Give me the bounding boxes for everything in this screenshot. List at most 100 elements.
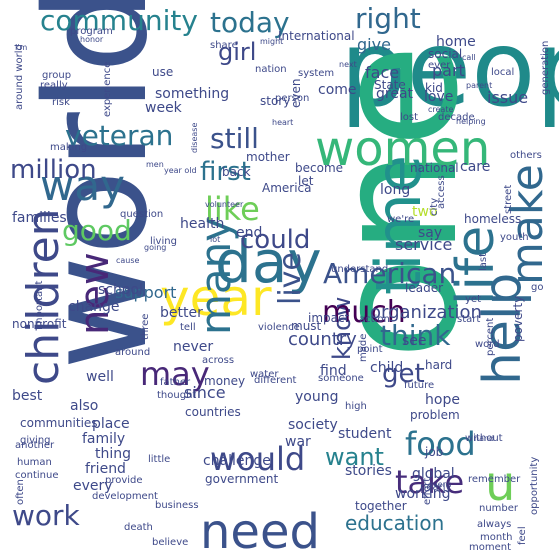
word-week: week bbox=[145, 100, 183, 116]
word-back: back bbox=[222, 165, 251, 179]
word-i-m: I'm bbox=[15, 43, 28, 52]
word-state: State bbox=[374, 78, 406, 92]
word-great: great bbox=[376, 86, 414, 102]
word-create: create bbox=[428, 105, 453, 114]
word-year-old: year old bbox=[164, 166, 197, 175]
word-risk: risk bbox=[52, 97, 70, 108]
word-without: without bbox=[465, 433, 503, 444]
word-leader: leader bbox=[405, 281, 443, 295]
word-live: live bbox=[273, 252, 308, 305]
word-women: women bbox=[315, 121, 490, 177]
word-could: could bbox=[240, 225, 310, 255]
word-street: street bbox=[503, 185, 514, 214]
word-father: father bbox=[160, 377, 191, 388]
word-feel: feel bbox=[517, 526, 528, 545]
word-much: much bbox=[322, 295, 406, 330]
word-high: high bbox=[345, 401, 367, 412]
word-we-re: we're bbox=[387, 214, 414, 225]
word-international: International bbox=[278, 29, 355, 43]
word-best: best bbox=[12, 388, 43, 404]
word-get: get bbox=[382, 359, 425, 389]
word-want: want bbox=[325, 443, 384, 471]
word-number: number bbox=[479, 503, 519, 514]
word-across: across bbox=[202, 355, 234, 366]
word-around-world: around world bbox=[14, 44, 25, 110]
word-let: let bbox=[298, 174, 314, 188]
word-many: many bbox=[191, 217, 240, 335]
word-understand: understand bbox=[331, 264, 388, 275]
word-child: child bbox=[370, 360, 403, 376]
word-nearly: nearly bbox=[420, 482, 452, 493]
word-working: working bbox=[395, 486, 451, 502]
word-way: way bbox=[40, 161, 125, 210]
word-continue: continue bbox=[15, 470, 58, 481]
word-hand: hand bbox=[474, 434, 494, 443]
word-parent: parent bbox=[466, 81, 492, 90]
word-made: made bbox=[358, 334, 369, 362]
word-children: children bbox=[18, 208, 69, 385]
word-three: three bbox=[140, 314, 151, 340]
word-future: future bbox=[404, 380, 434, 391]
word-girl: girl bbox=[218, 38, 256, 66]
word-important: important bbox=[34, 281, 45, 330]
word-would: would bbox=[210, 440, 305, 478]
word-home: home bbox=[436, 34, 476, 50]
word-opportunity: opportunity bbox=[529, 457, 540, 515]
word-nation: nation bbox=[255, 64, 287, 75]
word-mother: mother bbox=[246, 150, 290, 164]
word-death: death bbox=[124, 522, 153, 533]
word-homeless: homeless bbox=[464, 212, 521, 226]
word-ever: ever bbox=[428, 60, 451, 71]
word-kid: kid bbox=[425, 81, 443, 95]
word-job: job bbox=[424, 445, 443, 459]
word-making: making bbox=[50, 142, 87, 153]
word-million: million bbox=[10, 155, 97, 185]
word-see: see bbox=[402, 333, 427, 349]
word-people: people bbox=[340, 8, 559, 130]
word-someone: someone bbox=[318, 373, 364, 384]
word-face: face bbox=[365, 63, 399, 82]
word-new: new bbox=[72, 252, 118, 335]
word-money: money bbox=[204, 374, 245, 388]
word-really: really bbox=[40, 80, 68, 91]
word-also: also bbox=[70, 398, 98, 414]
word-remember: remember bbox=[468, 474, 521, 485]
word-believe: believe bbox=[152, 537, 188, 548]
word-moment: moment bbox=[469, 542, 511, 553]
word-helping: helping bbox=[456, 117, 486, 126]
word-world: world bbox=[16, 0, 179, 370]
word-person: person bbox=[275, 93, 309, 104]
word-health: health bbox=[180, 216, 224, 232]
word-water: water bbox=[250, 369, 279, 380]
word-year: year bbox=[160, 269, 272, 327]
word-little: little bbox=[148, 454, 170, 465]
word-every: every bbox=[73, 478, 113, 494]
word-hard: hard bbox=[425, 358, 452, 372]
word-system: system bbox=[298, 68, 334, 79]
word-american: American bbox=[323, 257, 456, 290]
word-question: question bbox=[120, 209, 163, 220]
word-living: living bbox=[150, 236, 177, 247]
word-yet: yet bbox=[465, 294, 481, 305]
word-never: never bbox=[173, 339, 213, 355]
word-issue: issue bbox=[487, 88, 528, 107]
word-stories: stories bbox=[345, 463, 392, 479]
word-find: find bbox=[320, 363, 347, 379]
word-youth: youth bbox=[500, 232, 529, 243]
word-may: may bbox=[140, 355, 210, 393]
word-know: know bbox=[328, 297, 356, 360]
word-word: word bbox=[475, 339, 500, 350]
word-experience: experience bbox=[102, 62, 113, 117]
word-day: day bbox=[215, 228, 322, 296]
word-poverty: poverty bbox=[511, 296, 525, 342]
word-effort: effort bbox=[422, 478, 433, 505]
word-time: time bbox=[362, 155, 435, 295]
word-tell: tell bbox=[180, 322, 196, 333]
word-heart: heart bbox=[272, 118, 293, 127]
word-challenge: challenge bbox=[203, 453, 271, 469]
word-business: business bbox=[155, 500, 199, 511]
word-violence: violence bbox=[258, 322, 300, 333]
word-thought: thought bbox=[157, 390, 196, 401]
